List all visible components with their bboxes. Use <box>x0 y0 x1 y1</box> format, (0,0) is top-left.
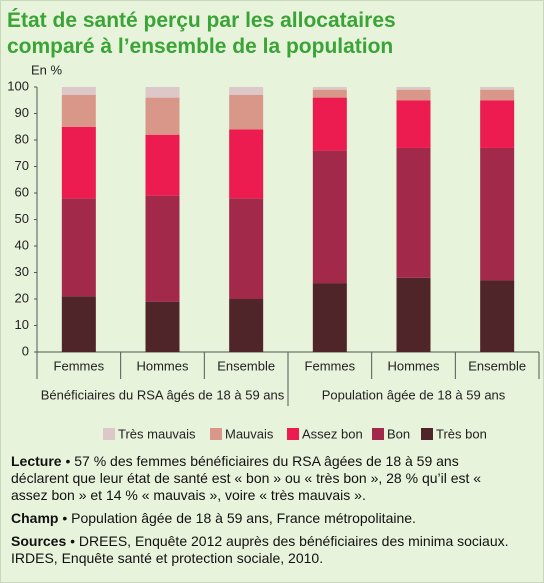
y-tick-label: 90 <box>15 105 29 120</box>
bar-segment <box>480 87 515 90</box>
note-label: Champ <box>11 510 59 526</box>
x-tick-label: Hommes <box>387 358 440 373</box>
legend-label: Assez bon <box>302 426 363 441</box>
bar-segment <box>480 89 515 101</box>
legend-label: Très mauvais <box>118 426 196 441</box>
bar-segment <box>61 87 96 95</box>
chart-title: comparé à l’ensemble de la population <box>7 35 393 58</box>
bar-segment <box>145 134 180 196</box>
bar-segment <box>145 87 180 98</box>
y-tick-label: 20 <box>15 290 29 305</box>
x-tick-label: Hommes <box>136 358 189 373</box>
note: Champ • Population âgée de 18 à 59 ans, … <box>11 510 511 527</box>
bar-segment <box>229 87 264 95</box>
bar-segment <box>396 277 431 352</box>
bar-segment <box>312 87 347 90</box>
bar-segment <box>396 100 431 148</box>
bar-segment <box>396 89 431 101</box>
notes: Lecture • 57 % des femmes bénéficiaires … <box>11 453 511 573</box>
y-tick-label: 30 <box>15 264 29 279</box>
legend-swatch <box>372 428 384 440</box>
y-tick-label: 0 <box>22 343 29 358</box>
legend-swatch <box>103 428 115 440</box>
note-text: • Population âgée de 18 à 59 ans, France… <box>62 510 416 526</box>
y-tick-label: 10 <box>15 317 29 332</box>
legend-swatch <box>287 428 299 440</box>
bar-segment <box>229 129 264 199</box>
bar-segment <box>480 147 515 281</box>
legend-label: Très bon <box>436 426 487 441</box>
y-tick-label: 40 <box>15 237 29 252</box>
chart: État de santé perçu par les allocataires… <box>7 9 540 441</box>
note: Lecture • 57 % des femmes bénéficiaires … <box>11 453 511 504</box>
y-tick-label: 70 <box>15 158 29 173</box>
y-axis-label: En % <box>31 62 63 77</box>
bar-segment <box>396 87 431 90</box>
bar-segment <box>145 301 180 352</box>
bar-segment <box>61 198 96 297</box>
bar-segment <box>480 100 515 148</box>
bar-segment <box>312 283 347 352</box>
bar-segment <box>312 97 347 151</box>
bar-segment <box>145 97 180 135</box>
bar-segment <box>61 296 96 352</box>
x-tick-label: Ensemble <box>217 358 275 373</box>
y-tick-label: 50 <box>15 211 29 226</box>
note-label: Lecture <box>11 453 62 469</box>
y-tick-label: 80 <box>15 131 29 146</box>
legend-swatch <box>421 428 433 440</box>
group-label: Population âgée de 18 à 59 ans <box>322 387 506 402</box>
bar-segment <box>229 198 264 299</box>
bar-segment <box>229 299 264 352</box>
bar-segment <box>229 94 264 130</box>
group-label: Bénéficiaires du RSA âgés de 18 à 59 ans <box>41 387 285 402</box>
legend-swatch <box>210 428 222 440</box>
y-tick-label: 60 <box>15 184 29 199</box>
note-text: • 57 % des femmes bénéficiaires du RSA â… <box>11 453 482 503</box>
bar-segment <box>312 150 347 284</box>
x-tick-label: Femmes <box>54 358 105 373</box>
x-tick-label: Femmes <box>305 358 356 373</box>
bar-segment <box>61 126 96 199</box>
bar-segment <box>145 195 180 302</box>
y-tick-label: 100 <box>7 78 29 93</box>
legend-label: Bon <box>387 426 410 441</box>
x-tick-label: Ensemble <box>468 358 526 373</box>
bar-segment <box>480 280 515 352</box>
note: Sources • DREES, Enquête 2012 auprès des… <box>11 533 511 567</box>
note-label: Sources <box>11 533 67 549</box>
legend-label: Mauvais <box>225 426 274 441</box>
chart-title: État de santé perçu par les allocataires <box>7 9 396 32</box>
note-text: • DREES, Enquête 2012 auprès des bénéfic… <box>11 533 509 566</box>
bar-segment <box>396 147 431 278</box>
bar-segment <box>312 89 347 98</box>
bar-segment <box>61 94 96 127</box>
